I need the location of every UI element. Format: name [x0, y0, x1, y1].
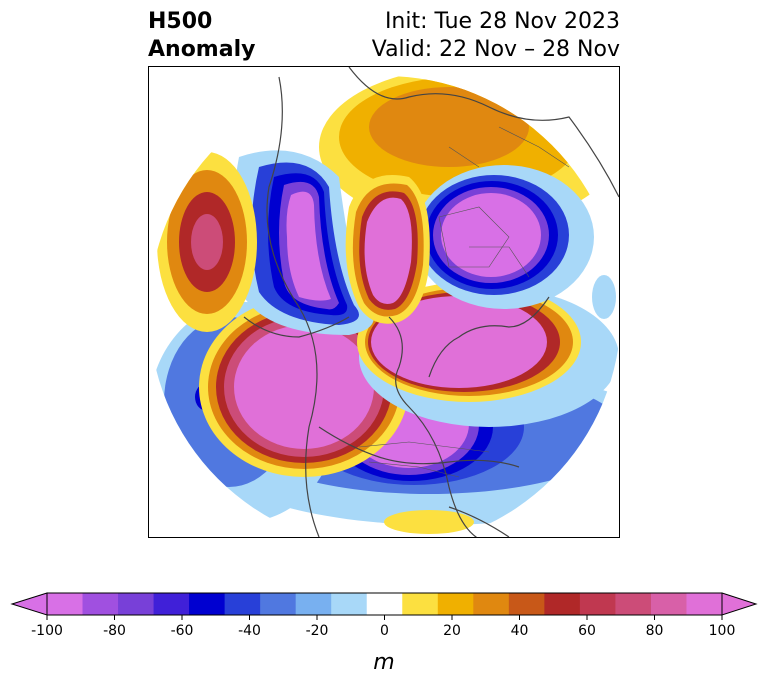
- colorbar-bin: [615, 593, 652, 615]
- colorbar-tick-label: 0: [380, 623, 389, 639]
- colorbar-bin: [224, 593, 261, 615]
- colorbar-bin: [118, 593, 155, 615]
- title-block: H500 Anomaly: [148, 8, 255, 64]
- colorbar-unit-label: m: [373, 650, 395, 675]
- colorbar-bin: [650, 593, 687, 615]
- colorbar-bin: [47, 593, 84, 615]
- colorbar-bin: [437, 593, 474, 615]
- ridge-arctic: [345, 175, 430, 324]
- colorbar-tick-label: 100: [709, 623, 736, 639]
- colorbar-bin: [544, 593, 581, 615]
- colorbar-bin: [473, 593, 510, 615]
- colorbar-bin: [366, 593, 403, 615]
- coastlines: [243, 67, 619, 537]
- init-date: Init: Tue 28 Nov 2023: [384, 9, 620, 34]
- colorbar-bin: [686, 593, 723, 615]
- colorbar-tick-label: 40: [511, 623, 529, 639]
- borders: [358, 126, 570, 478]
- colorbar-bin: [82, 593, 119, 615]
- colorbar-bin: [402, 593, 439, 615]
- trough-small-east: [592, 275, 616, 319]
- colorbar-bin: [331, 593, 368, 615]
- ridge-north-atlantic-europe: [357, 282, 619, 427]
- map-canvas: [149, 67, 619, 537]
- colorbar-tick-label: 20: [443, 623, 461, 639]
- anomaly-field: [149, 76, 619, 534]
- colorbar-over-arrow: [721, 592, 758, 616]
- colorbar-bin: [508, 593, 545, 615]
- valid-date: Valid: 22 Nov – 28 Nov: [371, 37, 620, 62]
- trough-western-russia: [414, 165, 594, 309]
- anomaly-map: [148, 66, 620, 538]
- colorbar-tick-label: -20: [306, 623, 329, 639]
- colorbar-tick-label: -60: [171, 623, 194, 639]
- colorbar: -100 -80 -60 -40 -20 0 20 40 60 80 100: [10, 592, 758, 639]
- colorbar-tick-label: -100: [31, 623, 63, 639]
- date-block: Init: Tue 28 Nov 2023 Valid: 22 Nov – 28…: [372, 8, 620, 64]
- colorbar-bin: [579, 593, 616, 615]
- title-line2: Anomaly: [148, 37, 256, 62]
- colorbar-bin: [153, 593, 190, 615]
- colorbar-tick-label: 60: [578, 623, 596, 639]
- title-line1: H500: [148, 9, 213, 34]
- colorbar-tick-label: 80: [646, 623, 664, 639]
- colorbar-tick-label: -80: [103, 623, 126, 639]
- colorbar-under-arrow: [10, 592, 48, 616]
- colorbar-bin: [295, 593, 332, 615]
- ridge-far-west: [157, 152, 257, 332]
- colorbar-tick-label: -40: [238, 623, 261, 639]
- colorbar-bin: [189, 593, 226, 615]
- ridge-north-pacific: [199, 297, 409, 477]
- colorbar-bin: [260, 593, 297, 615]
- ridge-small-south: [384, 510, 474, 534]
